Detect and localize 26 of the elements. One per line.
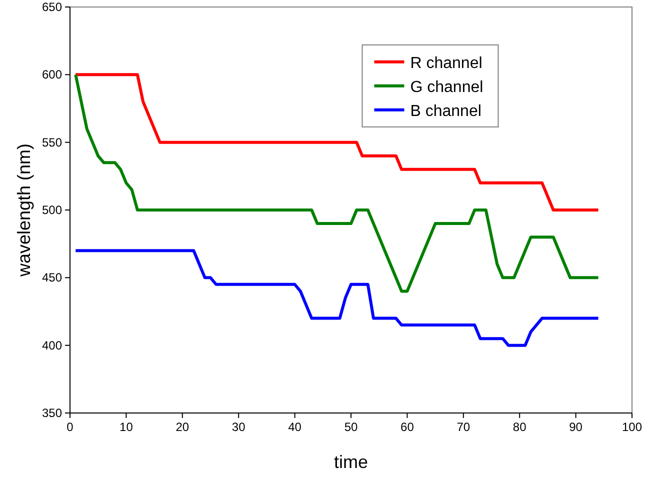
x-tick-label: 40 xyxy=(288,420,302,434)
x-axis-title: time xyxy=(334,452,368,472)
y-tick-label: 450 xyxy=(42,270,62,285)
line-series xyxy=(74,249,600,347)
x-tick-label: 70 xyxy=(456,420,470,434)
x-tick-label: 10 xyxy=(120,420,134,434)
y-tick-label: 350 xyxy=(42,406,62,420)
x-tick-label: 20 xyxy=(176,420,190,434)
legend-label: G channel xyxy=(410,78,484,96)
y-tick-label: 400 xyxy=(42,338,62,352)
legend-label: R channel xyxy=(410,54,482,72)
y-tick-label: 650 xyxy=(42,0,62,14)
x-tick-label: 50 xyxy=(344,420,358,434)
x-tick-label: 30 xyxy=(232,420,246,434)
x-tick-label: 90 xyxy=(569,420,583,434)
y-tick-label: 500 xyxy=(42,203,62,217)
x-tick-label: 100 xyxy=(622,420,642,434)
y-tick-label: 600 xyxy=(42,68,62,82)
x-tick-label: 60 xyxy=(400,420,414,434)
x-tick-label: 80 xyxy=(512,420,527,434)
y-axis-title: wavelength (nm) xyxy=(14,143,34,278)
line-series xyxy=(74,73,600,212)
line-series xyxy=(74,73,600,293)
y-tick-label: 550 xyxy=(42,135,62,150)
legend-label: B channel xyxy=(410,102,482,120)
x-tick-label: 0 xyxy=(66,420,74,434)
